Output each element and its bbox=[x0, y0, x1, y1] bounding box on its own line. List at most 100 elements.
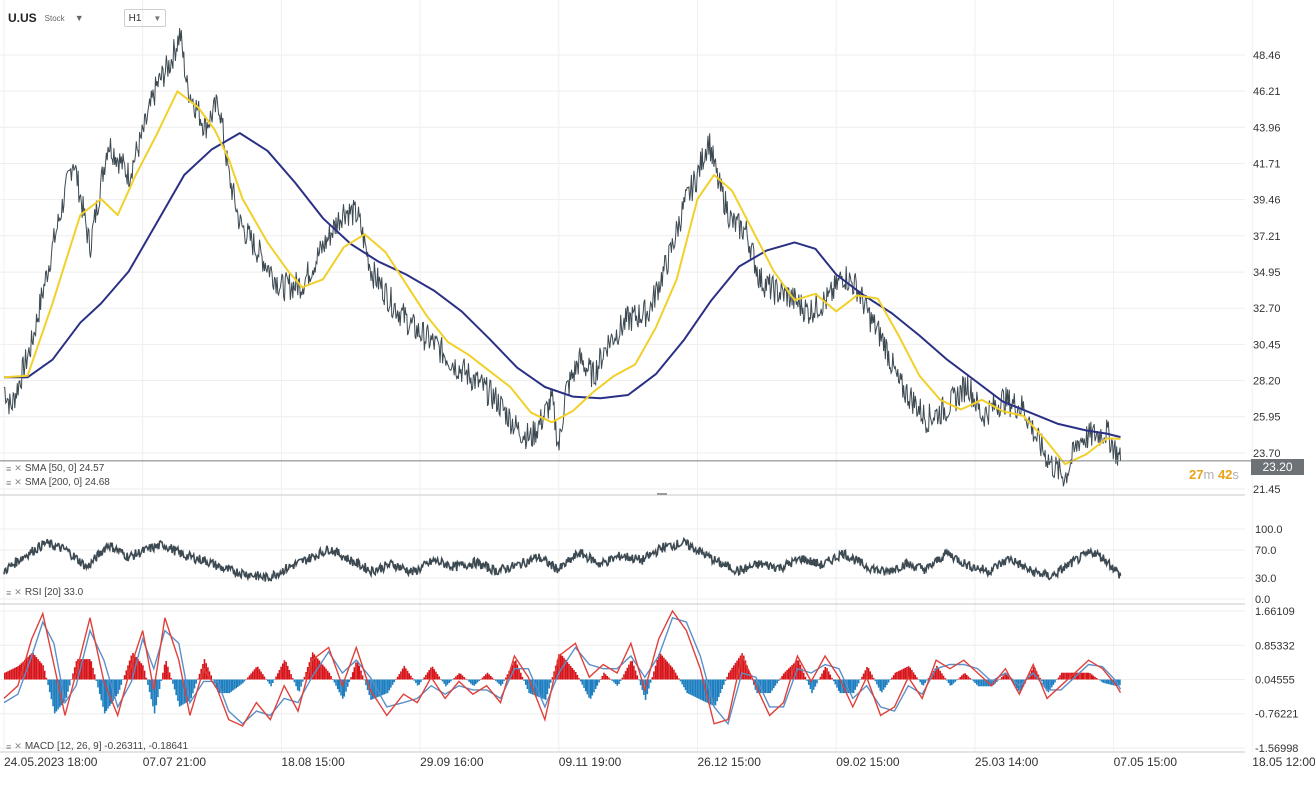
close-icon[interactable]: ✕ bbox=[14, 477, 22, 487]
time-tick-label: 07.07 21:00 bbox=[143, 755, 207, 769]
macd-histogram-bar bbox=[784, 671, 787, 680]
macd-histogram-bar bbox=[391, 679, 394, 685]
price-tick-label: 21.45 bbox=[1253, 484, 1281, 496]
macd-histogram-bar bbox=[814, 679, 817, 687]
macd-histogram-bar bbox=[743, 655, 745, 680]
macd-histogram-bar bbox=[311, 652, 314, 680]
macd-histogram-bar bbox=[1054, 679, 1056, 683]
price-tick-label: 39.46 bbox=[1253, 195, 1281, 207]
macd-histogram-bar bbox=[902, 668, 905, 680]
countdown-seconds: 42 bbox=[1217, 467, 1233, 482]
macd-histogram-bar bbox=[681, 679, 683, 685]
macd-histogram-bar bbox=[724, 679, 727, 681]
macd-histogram-bar bbox=[1006, 673, 1008, 680]
macd-histogram-bar bbox=[911, 670, 913, 680]
macd-histogram-bar bbox=[152, 679, 154, 707]
macd-histogram-bar bbox=[486, 672, 489, 680]
macd-histogram-bar bbox=[413, 679, 415, 681]
macd-histogram-bar bbox=[654, 665, 657, 680]
macd-histogram-bar bbox=[917, 679, 920, 680]
macd-histogram-bar bbox=[456, 674, 459, 680]
menu-icon[interactable]: ≡ bbox=[6, 587, 12, 598]
macd-histogram-bar bbox=[43, 670, 46, 680]
macd-histogram-bar bbox=[904, 667, 906, 680]
macd-histogram-bar bbox=[48, 679, 51, 693]
macd-histogram-bar bbox=[65, 679, 68, 698]
macd-histogram-bar bbox=[351, 672, 354, 680]
macd-histogram-bar bbox=[173, 679, 176, 690]
macd-histogram-bar bbox=[260, 671, 262, 680]
close-icon[interactable]: ✕ bbox=[14, 587, 22, 597]
sma200-legend[interactable]: ≡ ✕ SMA [200, 0] 24.68 bbox=[6, 477, 110, 488]
macd-histogram-bar bbox=[1080, 672, 1083, 680]
macd-histogram-bar bbox=[320, 662, 322, 680]
macd-histogram-bar bbox=[137, 659, 139, 680]
macd-histogram-bar bbox=[165, 661, 167, 680]
macd-histogram-bar bbox=[505, 677, 507, 680]
macd-histogram-bar bbox=[876, 679, 878, 685]
macd-histogram-bar bbox=[242, 679, 244, 684]
symbol-name[interactable]: U.US bbox=[8, 11, 37, 25]
macd-histogram-bar bbox=[997, 679, 1000, 681]
close-icon[interactable]: ✕ bbox=[14, 741, 22, 751]
macd-histogram-bar bbox=[481, 677, 484, 680]
macd-histogram-bar bbox=[573, 670, 575, 680]
macd-histogram-bar bbox=[827, 671, 830, 680]
macd-histogram-bar bbox=[866, 667, 868, 680]
macd-histogram-bar bbox=[400, 671, 402, 680]
macd-histogram-bar bbox=[182, 679, 184, 705]
timeframe-select[interactable]: H1 ▼ bbox=[123, 9, 167, 27]
macd-histogram-bar bbox=[912, 672, 915, 680]
macd-histogram-bar bbox=[614, 679, 617, 685]
macd-histogram-bar bbox=[864, 670, 867, 680]
macd-histogram-bar bbox=[363, 679, 366, 681]
macd-histogram-bar bbox=[661, 655, 663, 680]
macd-histogram-bar bbox=[689, 679, 692, 695]
x-axis-labels: 24.05.2023 18:00 07.07 21:00 18.08 15:00 29… bbox=[4, 755, 1315, 769]
macd-histogram-bar bbox=[691, 679, 693, 696]
menu-icon[interactable]: ≡ bbox=[6, 741, 12, 752]
macd-histogram-bar bbox=[1100, 679, 1103, 682]
macd-histogram-bar bbox=[776, 679, 778, 684]
close-icon[interactable]: ✕ bbox=[14, 463, 22, 473]
macd-histogram-bar bbox=[401, 668, 404, 680]
macd-histogram-bar bbox=[416, 679, 419, 686]
panel-resize-handle[interactable] bbox=[657, 493, 667, 495]
menu-icon[interactable]: ≡ bbox=[6, 463, 12, 474]
macd-histogram-bar bbox=[138, 661, 141, 680]
rsi-legend[interactable]: ≡ ✕ RSI [20] 33.0 bbox=[6, 587, 83, 598]
macd-histogram-bar bbox=[1047, 679, 1050, 693]
macd-histogram-bar bbox=[584, 679, 587, 692]
macd-histogram-bar bbox=[528, 679, 530, 694]
macd-histogram-bar bbox=[782, 673, 785, 680]
macd-histogram-bar bbox=[966, 674, 968, 680]
macd-histogram-bar bbox=[87, 659, 89, 680]
menu-icon[interactable]: ≡ bbox=[6, 477, 12, 488]
macd-histogram-bar bbox=[714, 679, 717, 706]
macd-histogram-bar bbox=[829, 674, 832, 680]
macd-legend[interactable]: ≡ ✕ MACD [12, 26, 9] -0.26311, -0.18641 bbox=[6, 741, 188, 752]
macd-histogram-bar bbox=[936, 665, 938, 680]
macd-histogram-bar bbox=[646, 679, 649, 695]
macd-histogram-bar bbox=[270, 679, 272, 687]
macd-histogram-bar bbox=[822, 670, 825, 680]
macd-histogram-bar bbox=[300, 679, 302, 687]
macd-histogram-bar bbox=[956, 679, 958, 681]
countdown-minutes: 27 bbox=[1189, 467, 1204, 482]
macd-histogram-bar bbox=[39, 661, 41, 680]
macd-histogram-bar bbox=[764, 679, 767, 694]
macd-histogram-bar bbox=[520, 672, 522, 680]
macd-histogram-bar bbox=[60, 679, 63, 706]
sma50-legend[interactable]: ≡ ✕ SMA [50, 0] 24.57 bbox=[6, 463, 104, 474]
macd-histogram-bar bbox=[982, 679, 985, 687]
macd-histogram-bar bbox=[867, 668, 870, 680]
macd-histogram-bar bbox=[27, 656, 29, 680]
macd-histogram-bar bbox=[1065, 672, 1068, 680]
macd-histogram-bar bbox=[862, 673, 865, 680]
symbol-dropdown-icon[interactable]: ▼ bbox=[74, 13, 84, 23]
macd-histogram-bar bbox=[288, 670, 291, 680]
macd-histogram-bar bbox=[448, 679, 450, 683]
rsi-tick-label: 0.0 bbox=[1255, 594, 1270, 606]
macd-histogram-bar bbox=[370, 679, 372, 700]
